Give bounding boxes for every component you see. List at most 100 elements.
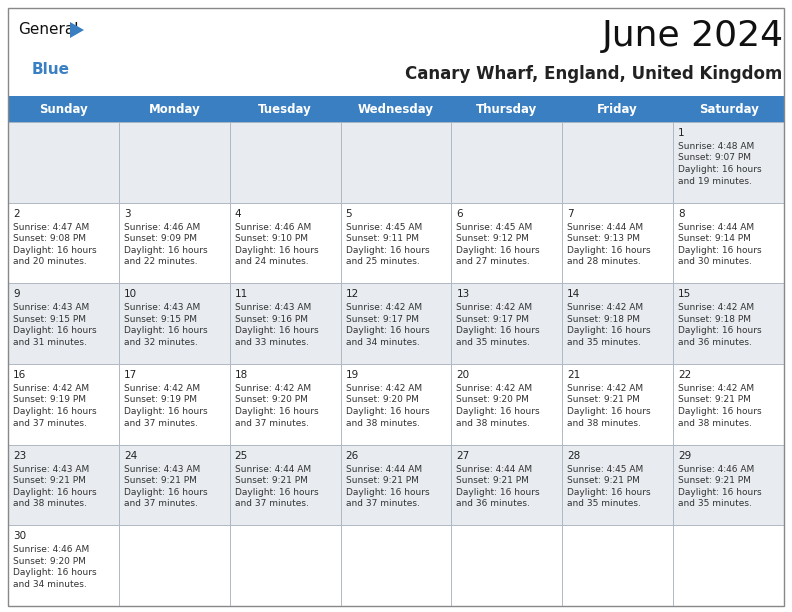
Bar — [673, 122, 784, 203]
Text: Daylight: 16 hours: Daylight: 16 hours — [234, 488, 318, 497]
Bar — [673, 445, 784, 525]
Text: 14: 14 — [567, 289, 581, 299]
Bar — [562, 445, 673, 525]
Text: 8: 8 — [678, 209, 685, 218]
Text: 29: 29 — [678, 450, 691, 461]
Text: and 36 minutes.: and 36 minutes. — [456, 499, 531, 508]
Text: and 35 minutes.: and 35 minutes. — [678, 499, 752, 508]
Text: Sunset: 9:21 PM: Sunset: 9:21 PM — [456, 476, 529, 485]
Bar — [8, 445, 119, 525]
Text: Sunset: 9:18 PM: Sunset: 9:18 PM — [567, 315, 640, 324]
Text: Sunrise: 4:43 AM: Sunrise: 4:43 AM — [124, 304, 200, 312]
Text: Daylight: 16 hours: Daylight: 16 hours — [13, 569, 97, 577]
Text: Sunset: 9:14 PM: Sunset: 9:14 PM — [678, 234, 751, 243]
Text: Daylight: 16 hours: Daylight: 16 hours — [124, 245, 208, 255]
Text: 22: 22 — [678, 370, 691, 380]
Text: 1: 1 — [678, 128, 685, 138]
Text: 2: 2 — [13, 209, 20, 218]
Text: 9: 9 — [13, 289, 20, 299]
Bar — [230, 283, 341, 364]
Text: and 34 minutes.: and 34 minutes. — [13, 580, 87, 589]
Text: Sunrise: 4:46 AM: Sunrise: 4:46 AM — [678, 465, 755, 474]
Bar — [451, 364, 562, 445]
Text: 7: 7 — [567, 209, 574, 218]
Bar — [119, 364, 230, 445]
Text: Friday: Friday — [597, 102, 638, 116]
Text: Sunset: 9:19 PM: Sunset: 9:19 PM — [124, 395, 197, 405]
Bar — [8, 364, 119, 445]
Text: Sunset: 9:21 PM: Sunset: 9:21 PM — [678, 476, 751, 485]
Text: Sunrise: 4:44 AM: Sunrise: 4:44 AM — [345, 465, 421, 474]
Text: Daylight: 16 hours: Daylight: 16 hours — [345, 326, 429, 335]
Bar — [8, 96, 784, 122]
Bar — [8, 122, 784, 123]
Text: Daylight: 16 hours: Daylight: 16 hours — [456, 488, 540, 497]
Bar — [562, 122, 673, 203]
Text: and 20 minutes.: and 20 minutes. — [13, 257, 87, 266]
Text: 13: 13 — [456, 289, 470, 299]
Text: 4: 4 — [234, 209, 242, 218]
Text: Daylight: 16 hours: Daylight: 16 hours — [678, 326, 762, 335]
Text: Sunset: 9:21 PM: Sunset: 9:21 PM — [13, 476, 86, 485]
Text: Sunrise: 4:44 AM: Sunrise: 4:44 AM — [567, 223, 643, 232]
Bar — [562, 364, 673, 445]
Text: Daylight: 16 hours: Daylight: 16 hours — [567, 407, 651, 416]
Text: June 2024: June 2024 — [602, 19, 784, 53]
Text: Sunset: 9:11 PM: Sunset: 9:11 PM — [345, 234, 418, 243]
Bar — [451, 203, 562, 283]
Bar — [673, 364, 784, 445]
Text: 16: 16 — [13, 370, 26, 380]
Text: Sunrise: 4:44 AM: Sunrise: 4:44 AM — [234, 465, 310, 474]
Text: Sunrise: 4:42 AM: Sunrise: 4:42 AM — [124, 384, 200, 393]
Text: Sunset: 9:21 PM: Sunset: 9:21 PM — [124, 476, 196, 485]
Text: Sunset: 9:21 PM: Sunset: 9:21 PM — [567, 395, 640, 405]
Bar — [451, 445, 562, 525]
Bar — [673, 283, 784, 364]
Text: Sunday: Sunday — [39, 102, 88, 116]
Bar — [230, 203, 341, 283]
Text: Sunset: 9:16 PM: Sunset: 9:16 PM — [234, 315, 308, 324]
Text: Daylight: 16 hours: Daylight: 16 hours — [124, 488, 208, 497]
Text: and 38 minutes.: and 38 minutes. — [456, 419, 531, 428]
Text: Sunrise: 4:42 AM: Sunrise: 4:42 AM — [678, 304, 754, 312]
Text: Sunrise: 4:44 AM: Sunrise: 4:44 AM — [456, 465, 532, 474]
Text: Sunrise: 4:43 AM: Sunrise: 4:43 AM — [234, 304, 311, 312]
Bar — [341, 525, 451, 606]
Text: Sunrise: 4:46 AM: Sunrise: 4:46 AM — [124, 223, 200, 232]
Text: 27: 27 — [456, 450, 470, 461]
Text: and 38 minutes.: and 38 minutes. — [345, 419, 420, 428]
Text: and 32 minutes.: and 32 minutes. — [124, 338, 198, 347]
Text: and 36 minutes.: and 36 minutes. — [678, 338, 752, 347]
Text: 10: 10 — [124, 289, 137, 299]
Bar — [562, 525, 673, 606]
Text: Monday: Monday — [148, 102, 200, 116]
Text: 5: 5 — [345, 209, 352, 218]
Text: Sunset: 9:21 PM: Sunset: 9:21 PM — [345, 476, 418, 485]
Text: Daylight: 16 hours: Daylight: 16 hours — [13, 245, 97, 255]
Text: Sunrise: 4:42 AM: Sunrise: 4:42 AM — [345, 304, 421, 312]
Text: 18: 18 — [234, 370, 248, 380]
Bar — [119, 445, 230, 525]
Text: and 25 minutes.: and 25 minutes. — [345, 257, 419, 266]
Text: Sunrise: 4:48 AM: Sunrise: 4:48 AM — [678, 142, 755, 151]
Bar — [230, 122, 341, 203]
Text: Sunset: 9:17 PM: Sunset: 9:17 PM — [456, 315, 529, 324]
Text: 21: 21 — [567, 370, 581, 380]
Bar — [230, 364, 341, 445]
Text: Sunset: 9:21 PM: Sunset: 9:21 PM — [678, 395, 751, 405]
Text: 28: 28 — [567, 450, 581, 461]
Bar — [8, 283, 119, 364]
Text: and 27 minutes.: and 27 minutes. — [456, 257, 530, 266]
Bar — [673, 203, 784, 283]
Text: Sunset: 9:17 PM: Sunset: 9:17 PM — [345, 315, 418, 324]
Text: Daylight: 16 hours: Daylight: 16 hours — [456, 407, 540, 416]
Text: Daylight: 16 hours: Daylight: 16 hours — [567, 245, 651, 255]
Text: Wednesday: Wednesday — [358, 102, 434, 116]
Text: Canary Wharf, England, United Kingdom: Canary Wharf, England, United Kingdom — [405, 65, 782, 83]
Text: Sunset: 9:08 PM: Sunset: 9:08 PM — [13, 234, 86, 243]
Text: Daylight: 16 hours: Daylight: 16 hours — [567, 326, 651, 335]
Text: Daylight: 16 hours: Daylight: 16 hours — [456, 245, 540, 255]
Text: Sunset: 9:15 PM: Sunset: 9:15 PM — [124, 315, 197, 324]
Bar — [119, 122, 230, 203]
Text: Sunset: 9:15 PM: Sunset: 9:15 PM — [13, 315, 86, 324]
